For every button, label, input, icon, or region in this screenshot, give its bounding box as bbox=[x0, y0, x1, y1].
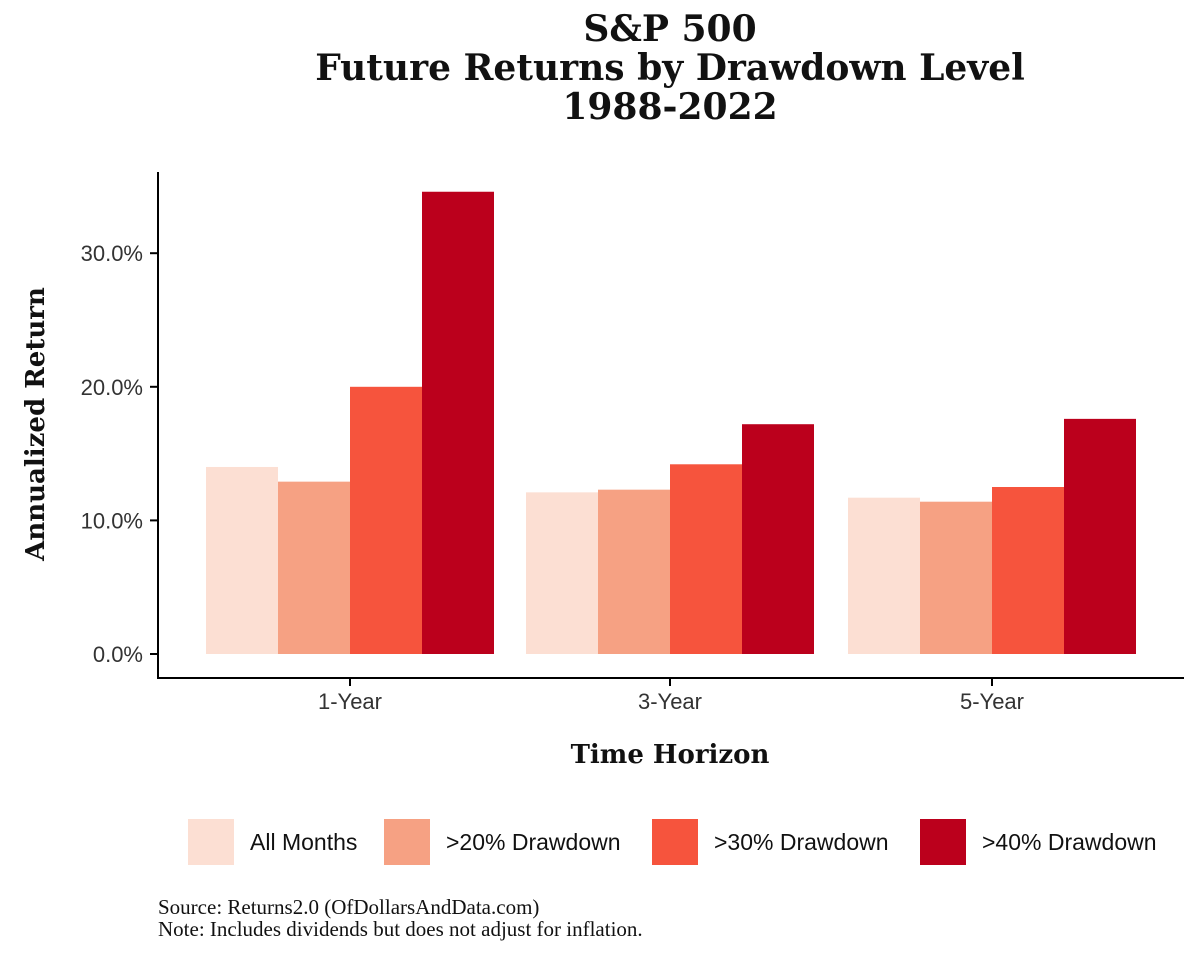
legend-swatch bbox=[188, 819, 234, 865]
chart-title: S&P 500 Future Returns by Drawdown Level… bbox=[0, 10, 1200, 127]
legend-label: All Months bbox=[250, 829, 357, 855]
legend-swatch bbox=[384, 819, 430, 865]
source-note: Source: Returns2.0 (OfDollarsAndData.com… bbox=[158, 895, 540, 919]
bar-3-year-series-4 bbox=[742, 424, 814, 654]
bar-5-year-series-3 bbox=[992, 487, 1064, 654]
y-tick-label: 0.0% bbox=[93, 642, 143, 667]
bar-3-year-series-2 bbox=[598, 489, 670, 654]
y-axis-label: Annualized Return bbox=[21, 287, 51, 562]
x-axis-ticks: 1-Year 3-Year 5-Year bbox=[318, 678, 1024, 714]
legend-swatch bbox=[920, 819, 966, 865]
bar-1-year-series-4 bbox=[422, 191, 494, 654]
bar-3-year-series-1 bbox=[526, 492, 598, 654]
legend-label: >40% Drawdown bbox=[982, 829, 1157, 855]
chart-title-line-2: Future Returns by Drawdown Level bbox=[315, 47, 1025, 89]
legend: All Months >20% Drawdown >30% Drawdown >40%… bbox=[188, 819, 1157, 865]
chart-title-line-1: S&P 500 bbox=[583, 8, 757, 50]
inflation-note: Note: Includes dividends but does not ad… bbox=[158, 917, 643, 941]
bar-1-year-series-3 bbox=[350, 386, 422, 654]
footer-notes: Source: Returns2.0 (OfDollarsAndData.com… bbox=[158, 896, 643, 940]
bar-1-year-series-2 bbox=[278, 481, 350, 654]
y-tick-label: 20.0% bbox=[81, 375, 143, 400]
bar-1-year-series-1 bbox=[206, 466, 278, 654]
legend-label: >20% Drawdown bbox=[446, 829, 621, 855]
bar-5-year-series-1 bbox=[848, 497, 920, 654]
bar-5-year-series-4 bbox=[1064, 418, 1136, 654]
bar-5-year-series-2 bbox=[920, 501, 992, 654]
x-axis-label: Time Horizon bbox=[571, 740, 770, 770]
x-tick-label: 5-Year bbox=[960, 689, 1024, 714]
y-tick-label: 10.0% bbox=[81, 508, 143, 533]
chart-title-line-3: 1988-2022 bbox=[562, 86, 778, 128]
legend-swatch bbox=[652, 819, 698, 865]
y-axis-ticks: 0.0% 10.0% 20.0% 30.0% bbox=[81, 241, 158, 667]
bar-3-year-series-3 bbox=[670, 464, 742, 654]
plot-area bbox=[206, 191, 1136, 654]
y-tick-label: 30.0% bbox=[81, 241, 143, 266]
legend-label: >30% Drawdown bbox=[714, 829, 889, 855]
x-tick-label: 1-Year bbox=[318, 689, 382, 714]
x-tick-label: 3-Year bbox=[638, 689, 702, 714]
